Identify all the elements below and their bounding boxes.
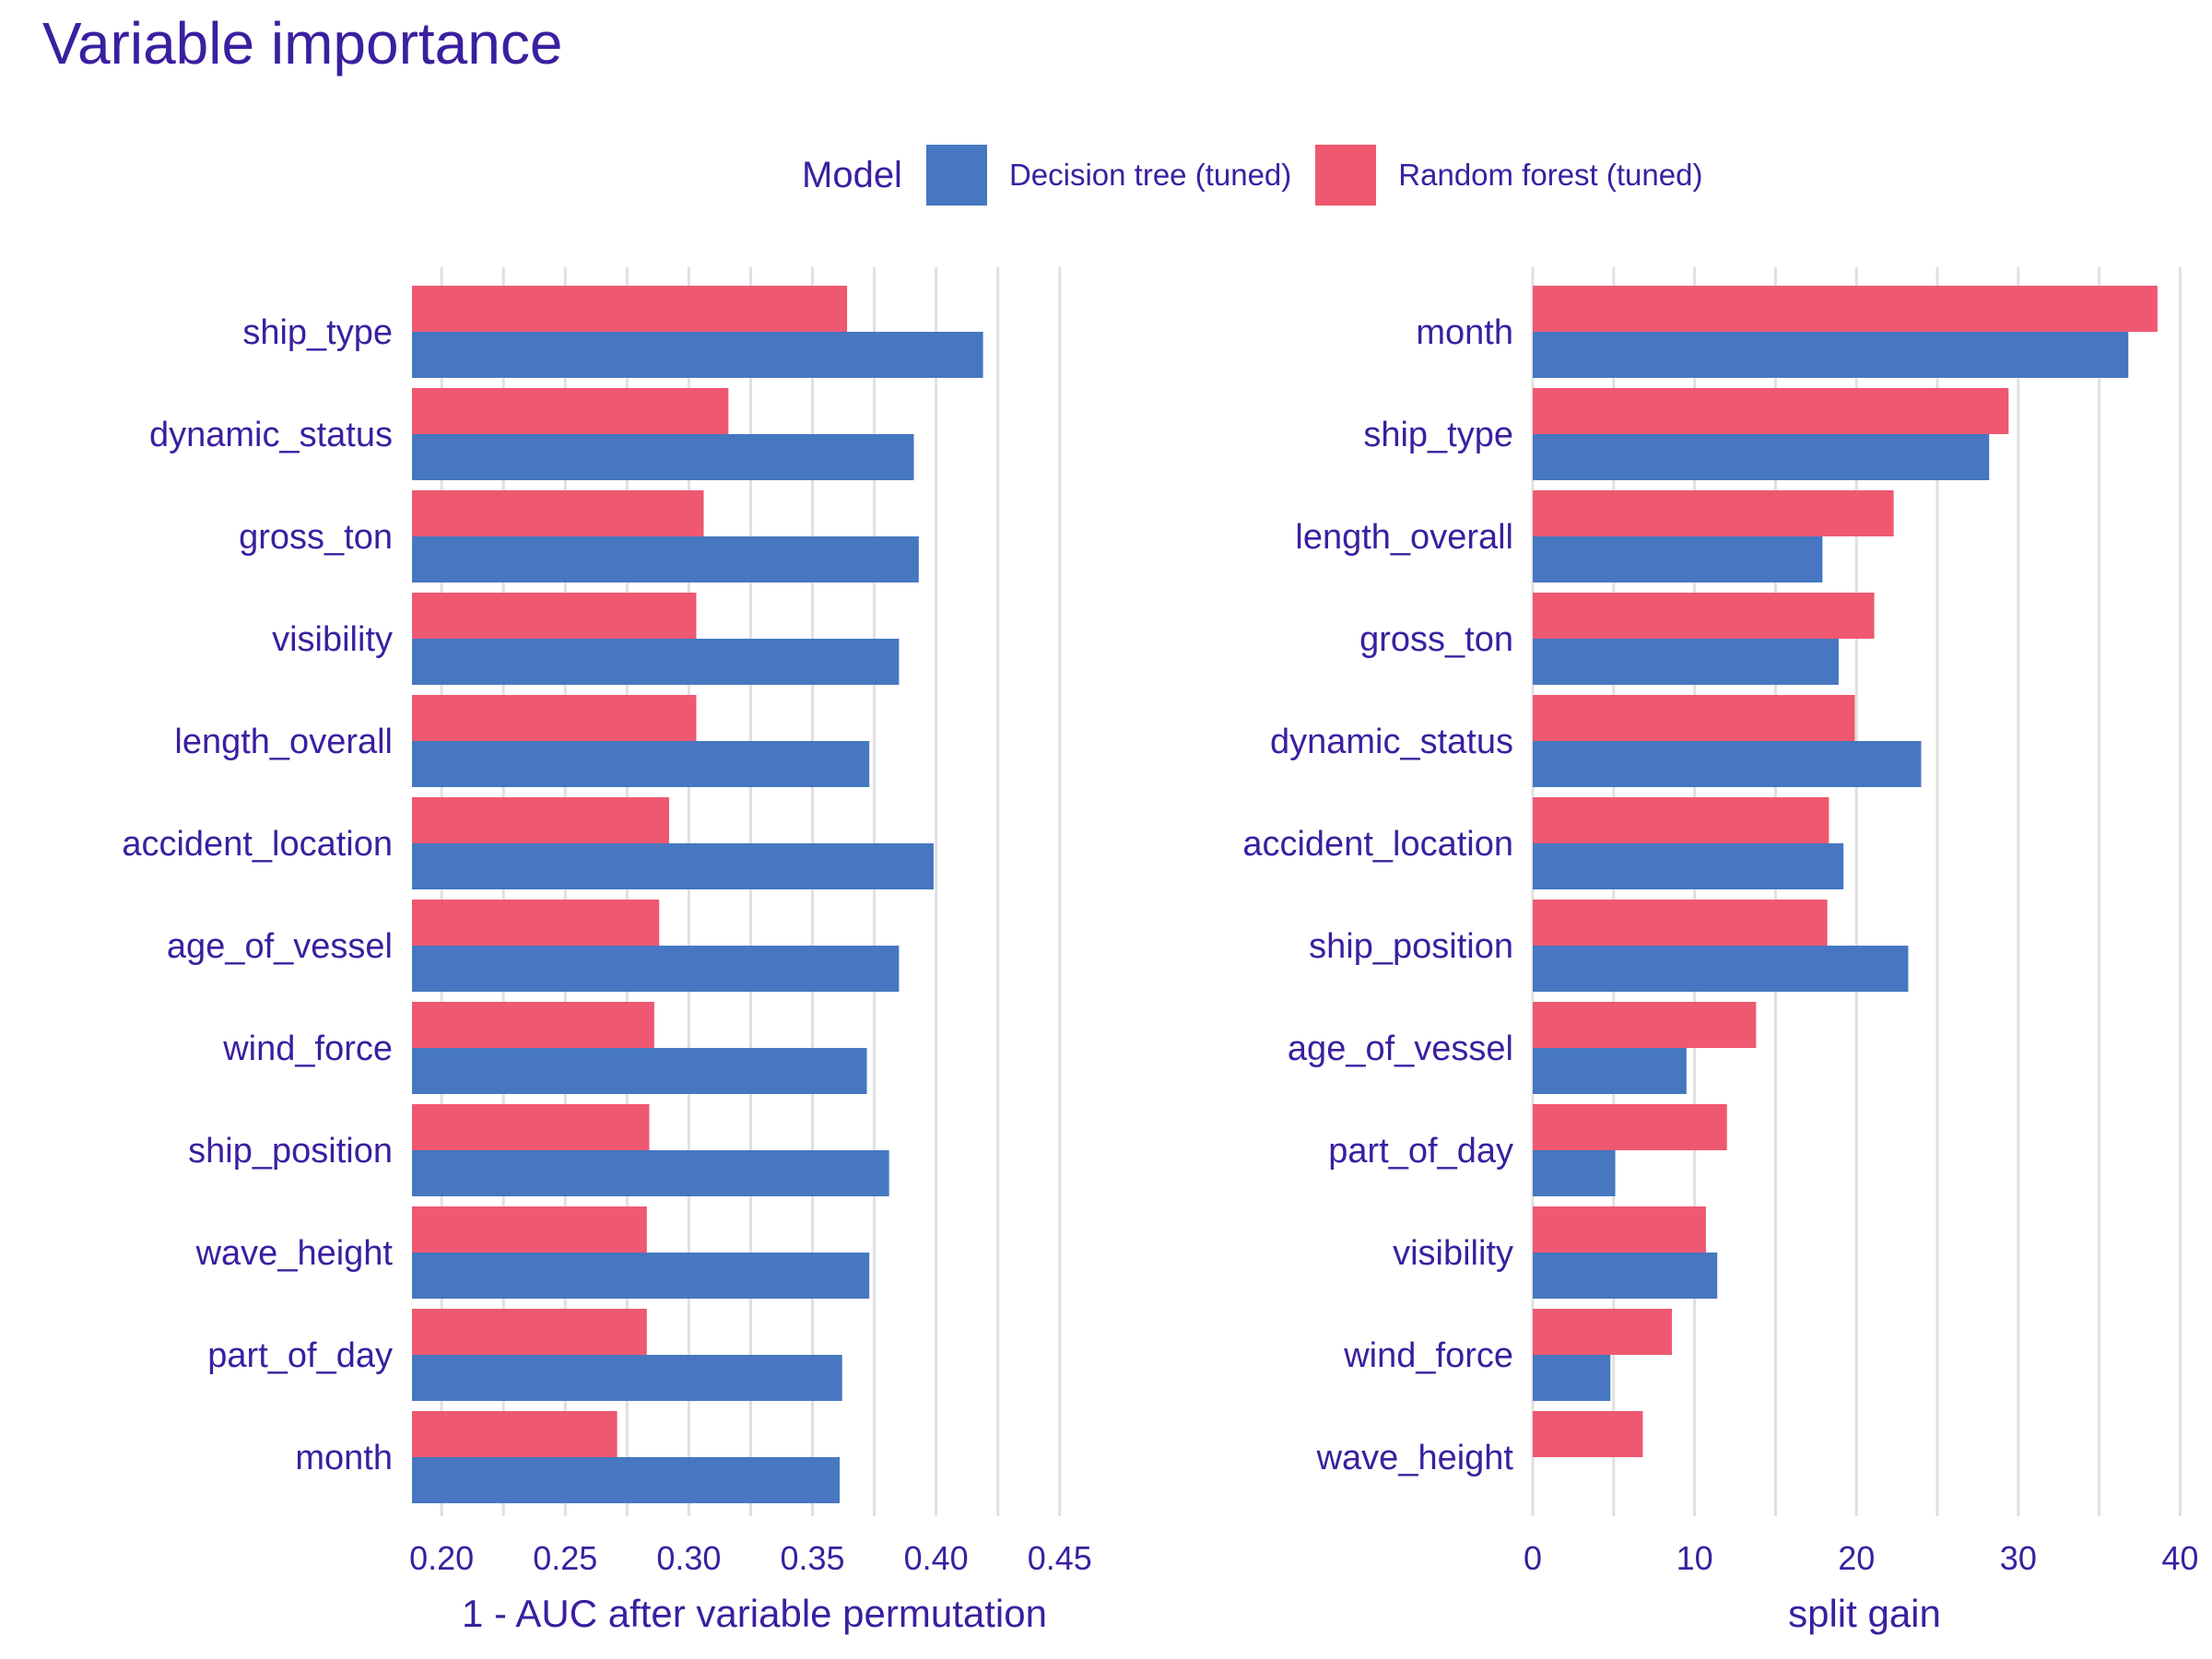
left-bar-rf-length-overall (412, 695, 697, 741)
left-tick-label: 0.20 (409, 1539, 474, 1577)
left-category-label: part_of_day (207, 1336, 393, 1375)
right-bar-dt-accident-location (1533, 843, 1844, 889)
left-tick-label: 0.30 (656, 1539, 721, 1577)
left-bar-rf-ship-position (412, 1104, 650, 1150)
right-category-label: ship_type (1363, 416, 1513, 454)
left-category-label: month (295, 1439, 393, 1477)
left-bar-rf-age-of-vessel (412, 900, 660, 946)
left-category-label: wind_force (222, 1030, 393, 1068)
right-bar-rf-age-of-vessel (1533, 1002, 1757, 1048)
left-category-label: dynamic_status (149, 416, 393, 454)
left-bar-dt-dynamic-status (412, 434, 914, 480)
left-category-label: visibility (272, 620, 393, 659)
left-bar-rf-gross-ton (412, 490, 704, 536)
legend-label-random-forest: Random forest (tuned) (1398, 158, 1703, 192)
left-category-label: age_of_vessel (167, 927, 393, 966)
right-tick-label: 0 (1524, 1539, 1542, 1577)
right-bar-rf-ship-type (1533, 388, 2009, 434)
right-bar-rf-length-overall (1533, 490, 1894, 536)
right-category-label: age_of_vessel (1288, 1030, 1513, 1068)
left-tick-label: 0.45 (1028, 1539, 1092, 1577)
left-category-label: accident_location (122, 825, 393, 864)
right-tick-label: 40 (2161, 1539, 2198, 1577)
legend: Model Decision tree (tuned) Random fores… (802, 144, 1726, 206)
left-tick-label: 0.35 (780, 1539, 844, 1577)
right-bar-rf-wind-force (1533, 1309, 1673, 1355)
right-category-label: gross_ton (1359, 620, 1513, 659)
right-bar-rf-dynamic-status (1533, 695, 1855, 741)
right-tick-label: 30 (2000, 1539, 2037, 1577)
left-bar-rf-dynamic-status (412, 388, 729, 434)
left-bar-rf-month (412, 1411, 618, 1457)
right-x-axis-label: split gain (1788, 1592, 1941, 1635)
left-bar-dt-ship-position (412, 1150, 889, 1196)
right-bar-dt-visibility (1533, 1253, 1718, 1299)
right-bar-rf-gross-ton (1533, 593, 1875, 639)
legend-swatch-random-forest (1315, 145, 1377, 206)
left-bar-dt-gross-ton (412, 536, 919, 582)
legend-swatch-decision-tree (925, 145, 987, 206)
right-bar-rf-accident-location (1533, 797, 1830, 843)
right-category-label: visibility (1393, 1234, 1513, 1273)
left-tick-label: 0.25 (533, 1539, 597, 1577)
right-bar-dt-ship-type (1533, 434, 1990, 480)
right-tick-label: 10 (1677, 1539, 1713, 1577)
right-bar-rf-visibility (1533, 1206, 1706, 1253)
left-bar-dt-accident-location (412, 843, 934, 889)
right-panel-chart: month ship_type length_overall gross_tondyn… (1242, 267, 2198, 1635)
right-category-label: month (1416, 313, 1513, 352)
right-bar-dt-wind-force (1533, 1355, 1611, 1401)
left-bar-rf-part-of-day (412, 1309, 647, 1355)
left-category-label: wave_height (195, 1234, 394, 1273)
left-bar-rf-ship-type (412, 286, 848, 332)
right-bar-dt-part-of-day (1533, 1150, 1616, 1196)
left-bar-dt-length-overall (412, 741, 870, 787)
right-category-label: length_overall (1295, 518, 1513, 557)
left-category-label: length_overall (174, 723, 393, 761)
right-category-label: wave_height (1316, 1439, 1514, 1477)
right-bar-dt-length-overall (1533, 536, 1823, 582)
right-bar-rf-ship-position (1533, 900, 1828, 946)
left-bar-dt-month (412, 1457, 841, 1503)
right-bar-dt-month (1533, 332, 2129, 378)
left-bar-dt-ship-type (412, 332, 983, 378)
legend-label-decision-tree: Decision tree (tuned) (1008, 158, 1292, 192)
right-category-label: wind_force (1343, 1336, 1513, 1375)
right-category-label: accident_location (1242, 825, 1513, 864)
left-category-label: ship_type (242, 313, 393, 352)
left-bar-rf-visibility (412, 593, 697, 639)
left-bar-dt-wind-force (412, 1048, 867, 1094)
right-tick-label: 20 (1838, 1539, 1875, 1577)
left-bar-dt-age-of-vessel (412, 946, 900, 992)
right-bar-rf-part-of-day (1533, 1104, 1727, 1150)
left-tick-label: 0.40 (904, 1539, 969, 1577)
right-bar-rf-wave-height (1533, 1411, 1643, 1457)
right-category-label: dynamic_status (1270, 723, 1513, 761)
left-bar-dt-visibility (412, 639, 900, 685)
left-x-axis-label: 1 - AUC after variable permutation (462, 1592, 1047, 1635)
right-bar-dt-age-of-vessel (1533, 1048, 1687, 1094)
right-bar-dt-gross-ton (1533, 639, 1839, 685)
right-category-label: part_of_day (1328, 1132, 1513, 1171)
right-bar-rf-month (1533, 286, 2158, 332)
right-bar-dt-dynamic-status (1533, 741, 1922, 787)
left-category-label: gross_ton (239, 518, 393, 557)
right-category-label: ship_position (1309, 927, 1513, 966)
left-category-label: ship_position (188, 1132, 393, 1171)
left-bar-dt-part-of-day (412, 1355, 842, 1401)
right-bar-dt-ship-position (1533, 946, 1909, 992)
chart-title: Variable importance (42, 10, 563, 76)
left-bar-rf-wind-force (412, 1002, 654, 1048)
left-bar-dt-wave-height (412, 1253, 870, 1299)
left-bar-rf-accident-location (412, 797, 669, 843)
legend-title: Model (802, 154, 902, 195)
left-panel-chart: ship_type dynamic_status gross_ton visibili… (122, 267, 1092, 1635)
left-bar-rf-wave-height (412, 1206, 647, 1253)
